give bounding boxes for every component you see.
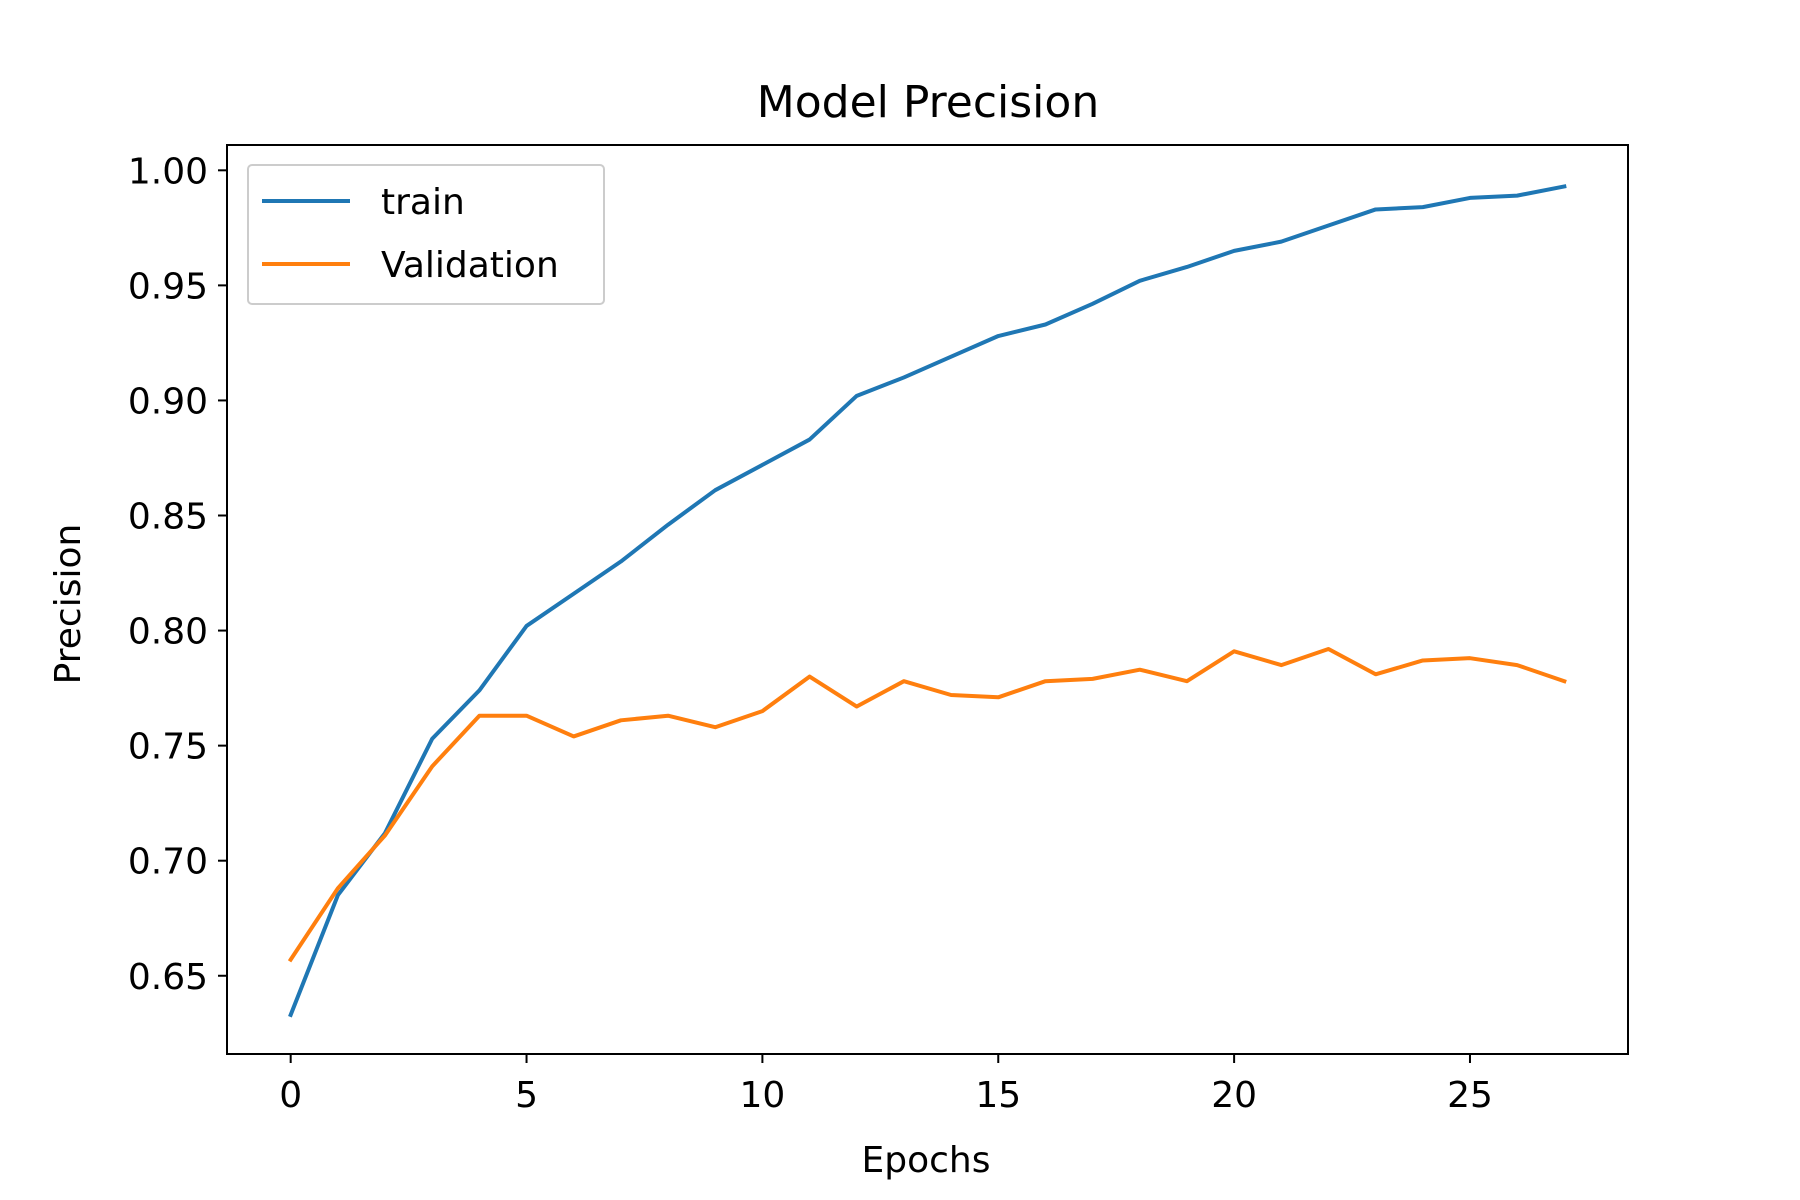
x-tick-label: 15 (975, 1075, 1021, 1116)
x-axis-label: Epochs (862, 1140, 991, 1181)
series-line-validation (287, 646, 1567, 963)
series-line-train (288, 184, 1567, 1018)
y-tick-label: 0.95 (128, 266, 208, 307)
y-tick-label: 0.80 (128, 612, 208, 653)
chart-title: Model Precision (757, 77, 1099, 128)
legend: train Validation (247, 164, 605, 305)
legend-label-train: train (381, 182, 465, 223)
x-tick-label: 10 (739, 1075, 785, 1116)
y-tick-label: 0.70 (128, 842, 208, 883)
legend-label-validation: Validation (381, 245, 559, 286)
y-tick-label: 1.00 (128, 151, 208, 192)
x-tick-label: 0 (279, 1075, 302, 1116)
plot-area (226, 144, 1629, 1055)
x-axis: 0 5 10 15 20 25 (279, 1054, 1493, 1116)
x-tick-label: 25 (1447, 1075, 1493, 1116)
y-tick-label: 0.65 (128, 957, 208, 998)
y-axis-label: Precision (48, 524, 89, 685)
plot-frame (226, 144, 1629, 1055)
y-tick-label: 0.75 (128, 727, 208, 768)
x-tick-label: 5 (515, 1075, 538, 1116)
x-tick-label: 20 (1211, 1075, 1257, 1116)
y-axis: 0.65 0.70 0.75 0.80 0.85 0.90 0.95 1.00 (128, 151, 227, 998)
y-tick-label: 0.85 (128, 497, 208, 538)
y-tick-label: 0.90 (128, 381, 208, 422)
